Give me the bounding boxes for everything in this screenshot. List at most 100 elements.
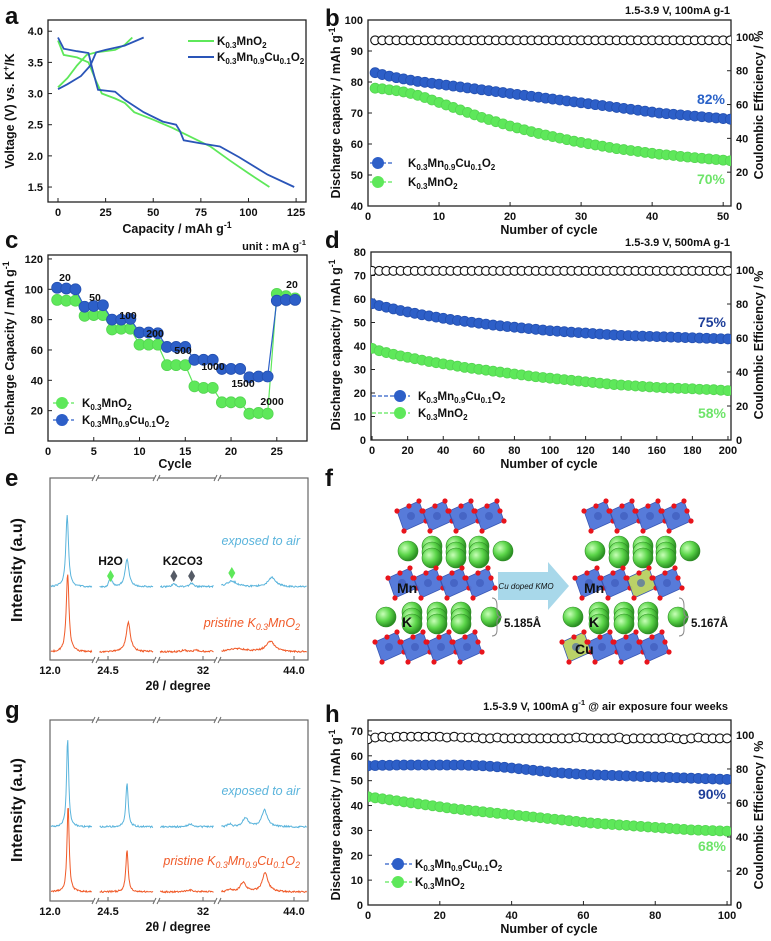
metal-atom: [637, 579, 645, 587]
rate-label: 1000: [201, 361, 225, 373]
axis-break-mark: [95, 897, 100, 905]
metal-atom: [611, 579, 619, 587]
potassium-atom: [450, 613, 472, 635]
axis-break: [93, 899, 98, 903]
oxygen-atom: [459, 565, 465, 571]
legend-label: K0.3MnO2: [217, 36, 267, 50]
potassium-atom: [613, 613, 635, 635]
rate-label: 20: [59, 272, 71, 284]
oxygen-atom: [405, 659, 411, 665]
data-point: [725, 35, 731, 46]
metal-atom: [450, 579, 458, 587]
phase-label: H2O: [98, 554, 123, 568]
oxygen-atom: [597, 634, 603, 640]
oxygen-atom: [659, 629, 665, 635]
x-tick-label: 44.0: [283, 906, 304, 918]
x-tick-label: 100: [239, 207, 257, 219]
axis-break-mark: [217, 656, 222, 664]
panel-d: d0 20 40 60 80 100 120 140 160 180 200010203040506…: [325, 227, 766, 471]
data-point: [721, 825, 731, 837]
y2-axis-label: Coulombic Efficiency / %: [752, 271, 766, 420]
oxygen-atom: [457, 659, 463, 665]
y-tick-label: 3.0: [28, 89, 43, 101]
y-tick-label: 100: [345, 15, 363, 27]
x-tick-label: 40: [646, 211, 658, 223]
retention-label: 58%: [698, 405, 727, 421]
y2-tick-label: 60: [736, 333, 748, 345]
data-point: [261, 407, 274, 420]
plot-area: [57, 36, 295, 188]
x-tick-label: 40: [437, 445, 449, 457]
oxygen-atom: [397, 570, 403, 576]
oxygen-atom: [449, 570, 455, 576]
oxygen-atom: [453, 528, 459, 534]
x-tick-label: 30: [575, 211, 587, 223]
oxygen-atom: [501, 518, 507, 524]
metal-atom: [459, 512, 467, 520]
legend-label: K0.3MnO2: [408, 177, 458, 191]
x-tick-label: 24.5: [97, 665, 118, 677]
data-point: [234, 396, 247, 409]
oxygen-atom: [672, 565, 678, 571]
cu-label: Cu: [575, 641, 594, 657]
metal-atom: [585, 579, 593, 587]
x-tick-label: 60: [473, 445, 485, 457]
rate-label: 2000: [260, 396, 284, 408]
oxygen-atom: [610, 570, 616, 576]
series-line: [57, 36, 145, 90]
oxygen-atom: [488, 575, 494, 581]
series-line: [57, 40, 270, 188]
panel-label: c: [5, 227, 18, 254]
y-tick-label: 40: [351, 801, 363, 813]
y2-tick-label: 80: [736, 66, 748, 78]
potassium-atom: [588, 613, 610, 635]
x-tick-label: 20: [434, 910, 446, 922]
oxygen-atom: [584, 570, 590, 576]
axis-break-mark: [213, 474, 218, 482]
panel-label: g: [5, 697, 20, 724]
oxygen-atom: [644, 659, 650, 665]
oxygen-atom: [494, 498, 500, 504]
legend-label: K0.3Mn0.9Cu0.1O2: [82, 415, 170, 429]
chart-title: unit : mA g-1: [242, 238, 307, 253]
axis-break-mark: [91, 656, 96, 664]
axis-break-mark: [152, 897, 157, 905]
x-axis-label: 2θ / degree: [145, 679, 210, 693]
oxygen-atom: [629, 498, 635, 504]
y-tick-label: 1.5: [28, 182, 43, 194]
x-tick-label: 20: [402, 445, 414, 457]
data-point: [721, 774, 731, 785]
legend-swatch-marker: [394, 390, 406, 402]
oxygen-atom: [646, 565, 652, 571]
x-tick-label: 12.0: [39, 665, 60, 677]
y-tick-label: 80: [31, 315, 43, 327]
axis-break-mark: [217, 474, 222, 482]
x-tick-label: 5: [91, 446, 97, 458]
interlayer-brace: [678, 597, 690, 637]
oxygen-atom: [659, 508, 665, 514]
y-tick-label: 80: [351, 77, 363, 89]
x-tick-label: 25: [271, 446, 283, 458]
oxygen-atom: [620, 565, 626, 571]
arrow-label: Cu doped KMO: [498, 582, 553, 591]
legend-item: K0.3MnO2: [53, 397, 132, 412]
axis-break: [93, 476, 98, 480]
oxygen-atom: [432, 503, 438, 509]
oxygen-atom: [671, 503, 677, 509]
oxygen-atom: [431, 659, 437, 665]
oxygen-atom: [462, 634, 468, 640]
oxygen-atom: [446, 629, 452, 635]
metal-atom: [624, 643, 632, 651]
oxygen-atom: [579, 595, 585, 601]
metal-atom: [650, 643, 658, 651]
panel-label: e: [5, 465, 18, 492]
x-tick-label: 15: [179, 446, 191, 458]
y-tick-label: 3.5: [28, 57, 43, 69]
potassium-atom: [632, 547, 654, 569]
axis-break-mark: [213, 716, 218, 724]
panel-g: g 12.0 24.5 32 44.0 2θ / degree Intensity (a.u…: [5, 697, 309, 934]
legend-item: K0.3Mn0.9Cu0.1O2: [370, 157, 496, 172]
oxygen-atom: [645, 503, 651, 509]
potassium-atom: [421, 547, 443, 569]
